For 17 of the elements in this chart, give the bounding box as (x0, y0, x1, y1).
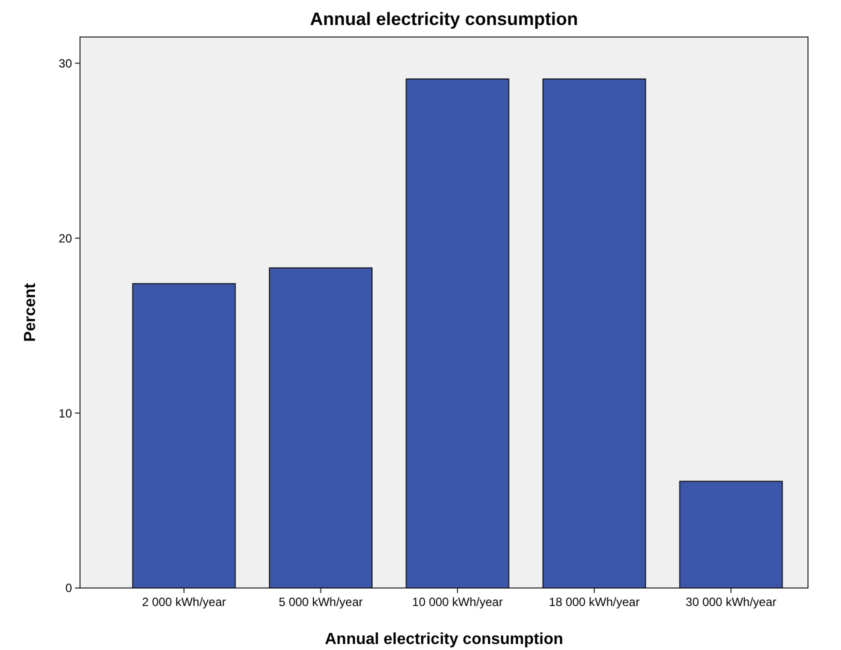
x-tick-label: 10 000 kWh/year (412, 595, 503, 609)
y-axis-title: Percent (22, 282, 39, 342)
bar (679, 480, 783, 588)
y-tick-label: 0 (65, 581, 72, 596)
y-tick-label: 30 (58, 56, 72, 70)
x-tick-label: 2 000 kWh/year (142, 595, 226, 609)
y-tick-label: 10 (58, 406, 72, 420)
chart-title: Annual electricity consumption (310, 9, 578, 29)
bar (268, 267, 373, 588)
y-tick-label: 20 (58, 231, 72, 246)
x-axis-title: Annual electricity consumption (324, 631, 564, 648)
x-tick-label: 5 000 kWh/year (278, 595, 363, 609)
bar (542, 78, 646, 588)
x-tick-label: 30 000 kWh/year (686, 595, 776, 609)
bar (406, 78, 510, 588)
bar (132, 283, 236, 588)
x-tick-label: 18 000 kWh/year (548, 595, 640, 609)
